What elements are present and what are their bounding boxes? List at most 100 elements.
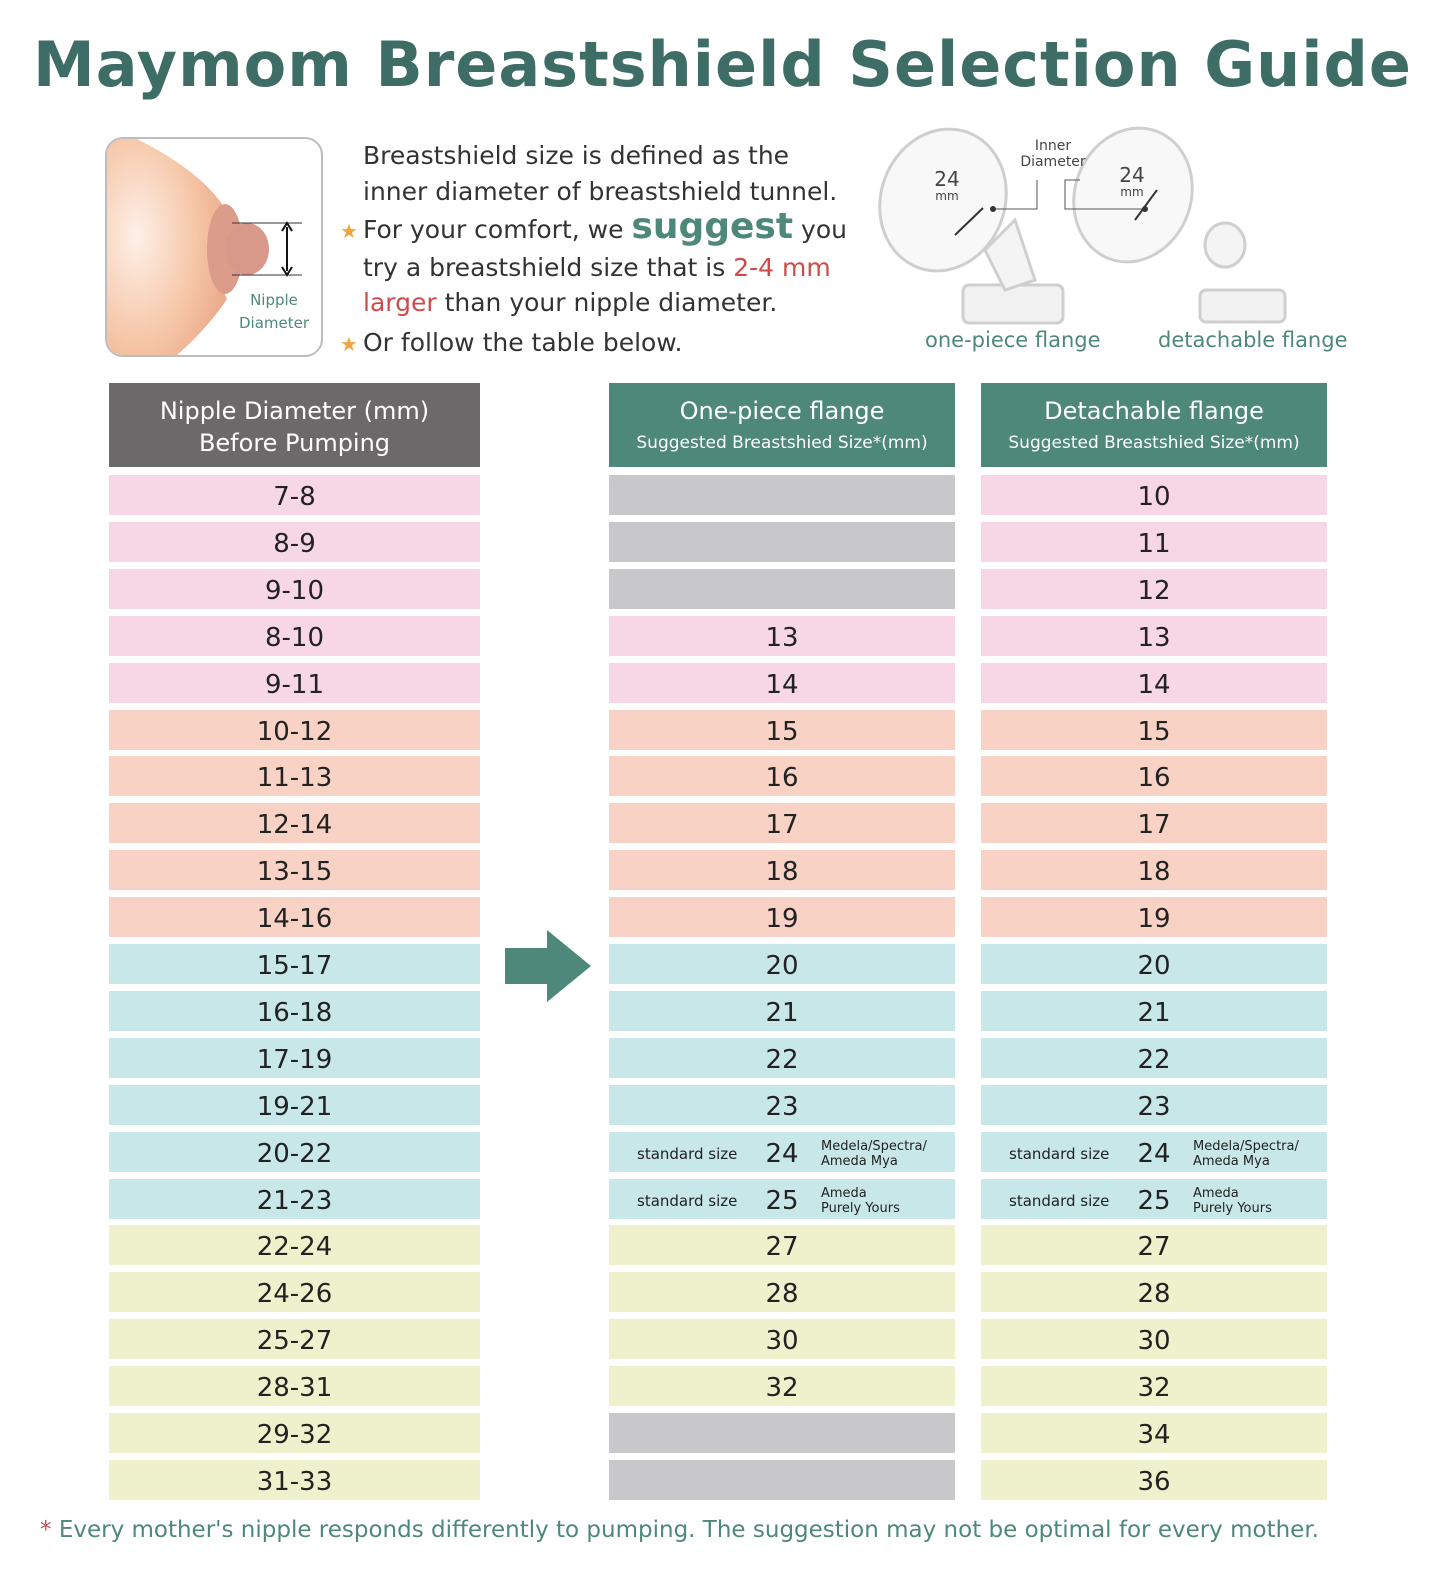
- header-subtitle: Suggested Breastshied Size*(mm): [636, 433, 928, 453]
- nipple-cell: 11-13: [109, 756, 480, 797]
- det-cell: 23: [981, 1084, 1327, 1125]
- one-cell: 30: [609, 1319, 955, 1360]
- cell-value: 31-33: [256, 1466, 333, 1497]
- nipple-cell: 9-10: [109, 568, 480, 609]
- cell-value: 11: [1137, 528, 1171, 559]
- header-nipple-diameter: Nipple Diameter (mm) Before Pumping: [109, 383, 480, 467]
- standard-size-label: standard size: [1009, 1191, 1110, 1210]
- brand-line: Ameda: [821, 1185, 867, 1201]
- nipple-cell: 31-33: [109, 1459, 480, 1500]
- brand-note: Ameda Purely Yours: [1193, 1186, 1272, 1216]
- cell-value: 14-16: [256, 904, 333, 935]
- one-cell: 28: [609, 1272, 955, 1313]
- cell-value: 15: [1137, 716, 1171, 747]
- cell-value: 16: [765, 763, 799, 794]
- flange-illustrations: 24 mm 24 mm Inner Diameter: [875, 120, 1355, 330]
- det-cell: 24 standard size Medela/Spectra/Ameda Mya: [981, 1131, 1327, 1172]
- cell-value: 20-22: [256, 1138, 333, 1169]
- cell-value: 32: [765, 1373, 799, 1404]
- one-cell: [609, 1459, 955, 1500]
- nipple-diameter-illustration: Nipple Diameter: [105, 137, 323, 357]
- one-cell: 15: [609, 709, 955, 750]
- det-cell: 19: [981, 897, 1327, 938]
- nipple-cell: 25-27: [109, 1319, 480, 1360]
- one-cell: [609, 475, 955, 515]
- nipple-cell: 14-16: [109, 897, 480, 938]
- nipple-cell: 24-26: [109, 1272, 480, 1313]
- cell-value: 21-23: [256, 1185, 333, 1216]
- header-title: Detachable flange: [1044, 397, 1264, 425]
- det-cell: 17: [981, 803, 1327, 844]
- cell-value: 19: [1137, 904, 1171, 935]
- det-cell: 11: [981, 521, 1327, 562]
- det-cell: 15: [981, 709, 1327, 750]
- nipple-cell: 16-18: [109, 990, 480, 1031]
- det-cell: 10: [981, 475, 1327, 515]
- star-icon: ★: [340, 219, 358, 243]
- one-cell: 21: [609, 990, 955, 1031]
- nipple-cell: 10-12: [109, 709, 480, 750]
- nipple-cell: 19-21: [109, 1084, 480, 1125]
- intro-text-part: try a breastshield size that is: [363, 252, 734, 282]
- cell-value: 12: [1137, 575, 1171, 606]
- cell-value: 19: [765, 904, 799, 935]
- one-cell: 18: [609, 850, 955, 891]
- footnote: * Every mother's nipple responds differe…: [40, 1517, 1319, 1543]
- det-cell: 30: [981, 1319, 1327, 1360]
- cell-value: 18: [1137, 857, 1171, 888]
- cell-value: 30: [1137, 1326, 1171, 1357]
- nipple-cell: 28-31: [109, 1366, 480, 1407]
- cell-value: 17-19: [256, 1044, 333, 1075]
- brand-line: Purely Yours: [821, 1200, 900, 1216]
- intro-text-part: than your nipple diameter.: [436, 288, 778, 317]
- cell-value: 24: [1137, 1138, 1171, 1169]
- header-subtitle: Before Pumping: [198, 429, 391, 457]
- cell-value: 8-9: [273, 528, 316, 559]
- det-cell: 18: [981, 850, 1327, 891]
- arrow-right-icon: [505, 930, 591, 1002]
- det-cell: 25 standard size Ameda Purely Yours: [981, 1178, 1327, 1219]
- one-cell: 16: [609, 756, 955, 797]
- nipple-cell: 20-22: [109, 1131, 480, 1172]
- detachable-unit: mm: [1120, 185, 1143, 199]
- nipple-cell: 29-32: [109, 1413, 480, 1453]
- cell-value: 18: [765, 857, 799, 888]
- one-piece-size: 24: [934, 167, 959, 191]
- header-title: Nipple Diameter (mm): [159, 397, 430, 425]
- brand-note: Ameda Purely Yours: [821, 1186, 900, 1216]
- nipple-cell: 8-9: [109, 521, 480, 562]
- det-cell: 28: [981, 1272, 1327, 1313]
- cell-value: 15: [765, 716, 799, 747]
- one-cell: 14: [609, 662, 955, 703]
- one-cell: 27: [609, 1225, 955, 1266]
- one-cell: 13: [609, 615, 955, 656]
- cell-value: 30: [765, 1326, 799, 1357]
- nipple-cell: 8-10: [109, 615, 480, 656]
- cell-value: 29-32: [256, 1420, 333, 1450]
- cell-value: 22-24: [256, 1232, 333, 1263]
- cell-value: 21: [765, 997, 799, 1028]
- brand-line: Ameda Mya: [1193, 1153, 1270, 1169]
- cell-value: 12-14: [256, 810, 333, 841]
- one-cell: 17: [609, 803, 955, 844]
- cell-value: 13: [765, 622, 799, 653]
- cell-value: 22: [1137, 1044, 1171, 1075]
- brand-line: Ameda Mya: [821, 1153, 898, 1169]
- one-cell: [609, 521, 955, 562]
- cell-value: 19-21: [256, 1091, 333, 1122]
- det-cell: 16: [981, 756, 1327, 797]
- cell-value: 17: [1137, 810, 1171, 841]
- det-cell: 32: [981, 1366, 1327, 1407]
- cell-value: 9-10: [264, 575, 324, 606]
- cell-value: 32: [1137, 1373, 1171, 1404]
- larger-highlight: larger: [363, 288, 437, 317]
- cell-value: 23: [1137, 1091, 1171, 1122]
- one-cell: 24 standard size Medela/Spectra/Ameda Mya: [609, 1131, 955, 1172]
- one-cell: [609, 568, 955, 609]
- det-cell: 36: [981, 1459, 1327, 1500]
- intro-line: inner diameter of breastshield tunnel.: [363, 176, 838, 206]
- one-cell: [609, 1413, 955, 1453]
- det-cell: 14: [981, 662, 1327, 703]
- one-cell: 19: [609, 897, 955, 938]
